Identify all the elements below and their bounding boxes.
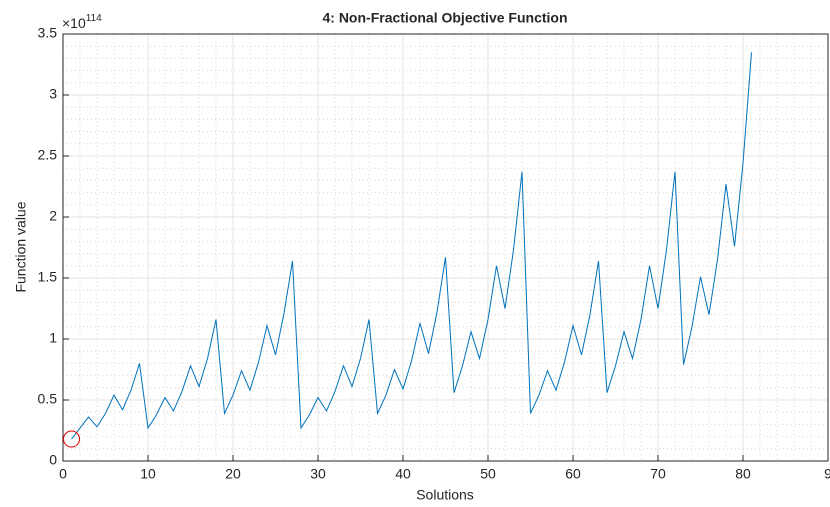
exponent-power: 114 xyxy=(86,13,102,24)
axes-box xyxy=(62,33,829,462)
chart-title: 4: Non-Fractional Objective Function xyxy=(322,10,567,26)
y-tick-label: 2.5 xyxy=(38,147,58,163)
y-tick-label: 2 xyxy=(49,208,57,224)
x-tick-label: 30 xyxy=(310,466,326,482)
y-exponent: ×10114 xyxy=(62,13,102,31)
y-tick-label: 1.5 xyxy=(38,269,58,285)
x-tick-label: 9 xyxy=(824,466,830,482)
highlight-marker xyxy=(63,430,80,448)
x-tick-label: 70 xyxy=(650,466,666,482)
x-tick-label: 20 xyxy=(225,466,241,482)
x-tick-label: 80 xyxy=(735,466,751,482)
y-tick-label: 0.5 xyxy=(38,391,58,407)
x-tick-label: 10 xyxy=(140,466,156,482)
x-tick-label: 50 xyxy=(480,466,496,482)
x-tick-label: 60 xyxy=(565,466,581,482)
x-tick-label: 0 xyxy=(59,466,67,482)
y-tick-label: 0 xyxy=(49,452,57,468)
x-tick-label: 40 xyxy=(395,466,411,482)
x-axis-label: Solutions xyxy=(416,487,474,503)
y-tick-label: 3.5 xyxy=(38,25,58,41)
data-line xyxy=(71,52,752,440)
y-tick-label: 3 xyxy=(49,86,57,102)
exponent-base: ×10 xyxy=(62,15,86,31)
y-axis-label: Function value xyxy=(13,201,29,292)
y-tick-label: 1 xyxy=(49,330,57,346)
